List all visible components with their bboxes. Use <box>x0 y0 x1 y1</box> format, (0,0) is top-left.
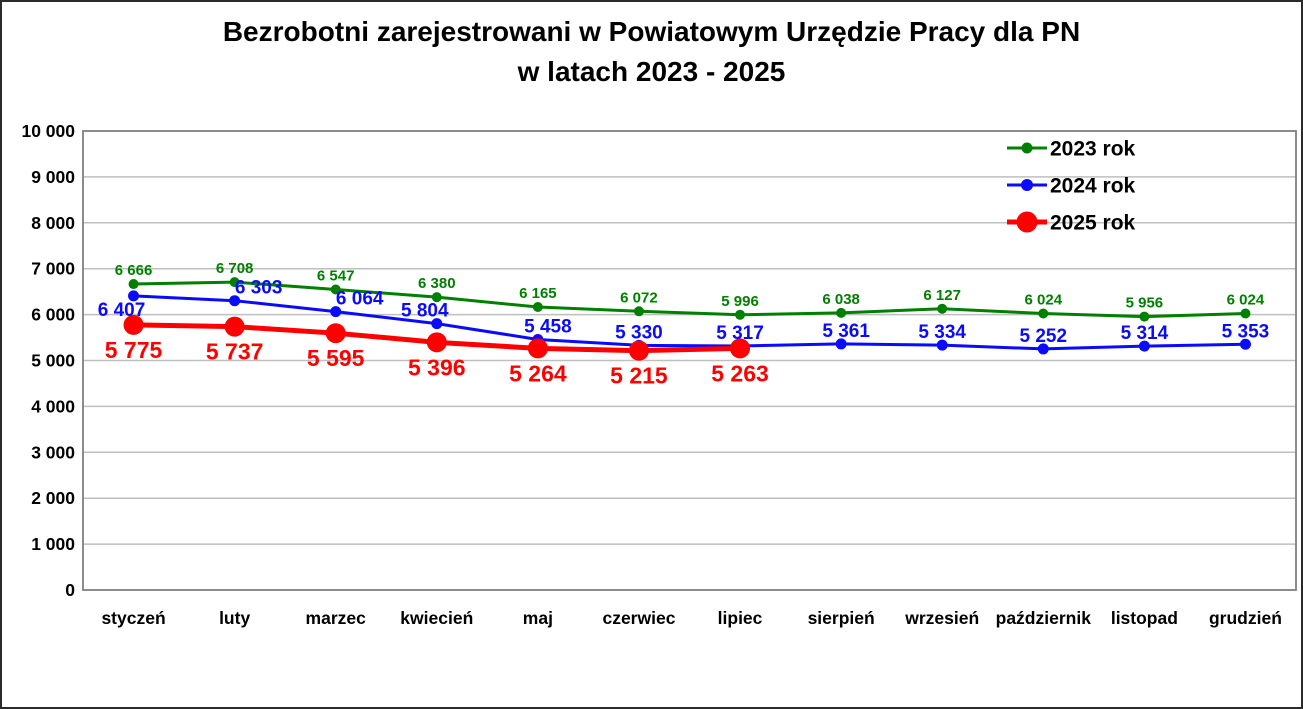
data-label: 5 804 <box>401 301 449 322</box>
data-label: 6 127 <box>923 287 961 304</box>
data-label: 5 956 <box>1126 295 1164 312</box>
data-point <box>532 302 543 313</box>
y-axis-tick-label: 1 000 <box>31 534 75 554</box>
data-label: 5 595 <box>307 345 365 371</box>
data-point <box>1239 338 1251 350</box>
legend-marker-dot <box>1016 211 1038 233</box>
data-label: 6 547 <box>317 267 355 284</box>
data-point <box>527 338 548 359</box>
data-label: 6 708 <box>216 260 254 277</box>
x-axis-category-label: kwiecień <box>400 608 473 628</box>
data-label: 5 458 <box>524 316 572 337</box>
data-label: 5 775 <box>105 337 163 363</box>
data-label: 5 252 <box>1020 326 1068 347</box>
data-label: 6 407 <box>98 300 146 321</box>
y-axis-tick-label: 9 000 <box>31 167 75 187</box>
legend-marker-dot <box>1021 142 1033 154</box>
legend-label: 2023 rok <box>1050 138 1136 161</box>
legend-label: 2024 rok <box>1050 175 1136 198</box>
data-point <box>633 306 644 317</box>
y-axis-tick-label: 3 000 <box>31 442 75 462</box>
y-axis-tick-label: 2 000 <box>31 488 75 508</box>
x-axis-category-label: wrzesień <box>904 608 979 628</box>
x-axis-category-label: grudzień <box>1209 608 1282 628</box>
x-axis-category-label: październik <box>996 608 1092 628</box>
data-label: 6 024 <box>1227 291 1265 308</box>
chart-title: Bezrobotni zarejestrowani w Powiatowym U… <box>2 12 1301 92</box>
x-axis-category-label: maj <box>523 608 553 628</box>
legend-label: 2025 rok <box>1050 212 1136 235</box>
data-point <box>1139 311 1150 322</box>
series-line-2023-rok <box>133 280 1246 319</box>
data-label: 6 380 <box>418 275 456 292</box>
x-axis-category-label: lipiec <box>718 608 763 628</box>
data-point <box>836 307 847 318</box>
data-label: 6 303 <box>235 278 283 299</box>
y-axis-tick-label: 5 000 <box>31 351 75 371</box>
x-axis-category-label: sierpień <box>808 608 875 628</box>
data-point <box>835 338 847 350</box>
series-line-2024-rok <box>133 294 1246 351</box>
data-point <box>426 332 447 353</box>
data-label: 6 666 <box>115 262 153 279</box>
data-label: 5 334 <box>918 322 966 343</box>
data-point <box>224 316 245 337</box>
data-point <box>128 279 139 290</box>
data-point <box>937 303 948 314</box>
data-point <box>431 318 443 330</box>
data-point <box>1138 340 1150 352</box>
data-point <box>229 295 241 307</box>
data-label: 6 165 <box>519 285 557 302</box>
data-label: 5 996 <box>721 293 759 310</box>
data-point <box>229 277 240 288</box>
data-point <box>325 323 346 344</box>
data-point <box>1037 343 1049 355</box>
data-label: 5 317 <box>716 323 764 344</box>
data-label: 5 737 <box>206 339 264 365</box>
data-point <box>730 338 751 359</box>
chart-title-line2: w latach 2023 - 2025 <box>517 56 786 87</box>
data-point <box>128 290 140 302</box>
data-label: 5 264 <box>509 360 567 386</box>
y-axis-tick-label: 6 000 <box>31 305 75 325</box>
data-point <box>330 306 342 318</box>
data-label: 5 330 <box>615 322 663 343</box>
data-point <box>936 339 948 351</box>
data-point <box>735 309 746 320</box>
data-point <box>628 340 649 361</box>
data-point <box>123 314 144 335</box>
y-axis-tick-label: 7 000 <box>31 259 75 279</box>
x-axis-category-label: marzec <box>306 608 367 628</box>
data-label: 5 314 <box>1121 323 1169 344</box>
data-label: 6 024 <box>1025 291 1063 308</box>
data-label: 5 263 <box>711 360 769 386</box>
data-label: 6 038 <box>822 291 860 308</box>
data-point <box>330 284 341 295</box>
legend-marker-dot <box>1021 179 1033 191</box>
x-axis-category-label: styczeń <box>101 608 165 628</box>
y-axis-tick-label: 10 000 <box>21 121 75 141</box>
data-point <box>431 292 442 303</box>
plot-border <box>82 130 1297 591</box>
x-axis-category-label: czerwiec <box>602 608 675 628</box>
data-label: 5 215 <box>610 363 668 389</box>
y-axis-tick-label: 4 000 <box>31 396 75 416</box>
data-label: 5 361 <box>822 321 870 342</box>
y-axis-tick-label: 8 000 <box>31 213 75 233</box>
data-label: 5 396 <box>408 354 466 380</box>
x-axis-category-label: listopad <box>1111 608 1178 628</box>
data-label: 5 353 <box>1222 321 1270 342</box>
y-axis-tick-label: 0 <box>65 580 75 600</box>
data-label: 6 064 <box>336 289 384 310</box>
data-point <box>1240 308 1251 319</box>
data-label: 6 072 <box>620 289 658 306</box>
data-point <box>1038 308 1049 319</box>
x-axis-category-label: luty <box>219 608 250 628</box>
chart-title-line1: Bezrobotni zarejestrowani w Powiatowym U… <box>222 16 1081 47</box>
